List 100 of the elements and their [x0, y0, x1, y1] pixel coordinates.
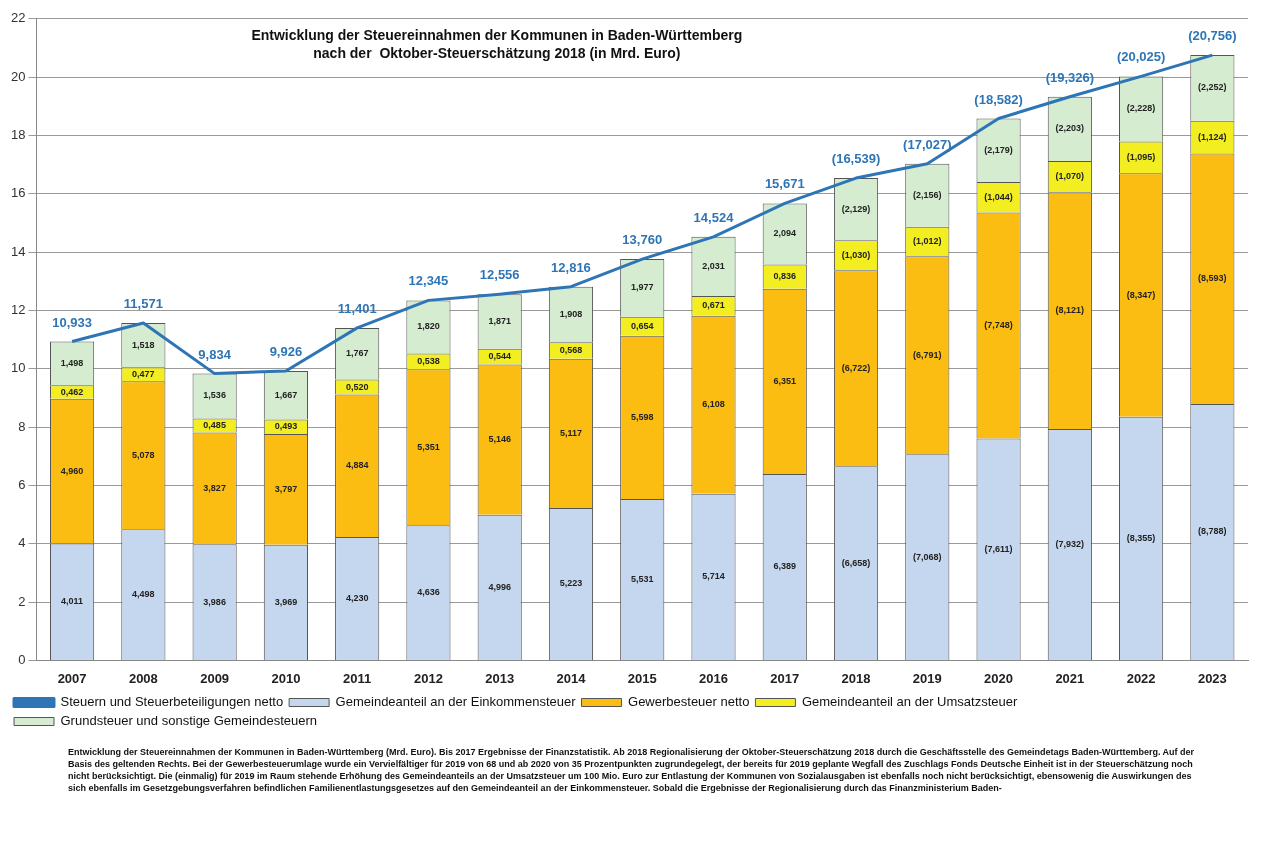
y-tick-label: 4 [18, 535, 26, 551]
data-label: 0,477 [132, 368, 155, 379]
y-tick-label: 6 [18, 477, 26, 492]
x-tick-label: 2019 [912, 670, 942, 686]
data-label: 0,538 [417, 355, 440, 366]
data-label: 11,571 [123, 296, 163, 312]
data-label: (8,121) [1055, 305, 1085, 316]
data-label: 12,556 [479, 267, 520, 283]
data-label: (1,095) [1126, 151, 1156, 162]
x-tick-label: 2012 [413, 670, 443, 686]
data-label: 1,820 [417, 321, 440, 332]
data-label: 0,544 [488, 351, 511, 362]
data-label: 5,078 [132, 449, 155, 460]
x-tick-label: 2021 [1055, 670, 1085, 686]
data-label: (1,030) [841, 249, 871, 260]
data-label: 14,524 [693, 209, 735, 225]
x-tick-label: 2022 [1126, 670, 1156, 686]
data-label: 6,351 [773, 375, 797, 386]
x-tick-label: 2020 [984, 670, 1014, 686]
data-label: 4,960 [60, 465, 84, 476]
x-tick-label: 2010 [271, 670, 301, 686]
data-label: (2,203) [1055, 123, 1085, 134]
y-tick-label: 16 [10, 185, 26, 201]
data-label: 1,871 [488, 315, 511, 326]
data-label: 5,117 [559, 427, 582, 438]
x-tick-label: 2009 [200, 670, 230, 686]
data-label: 0,568 [559, 345, 583, 356]
x-tick-label: 2007 [57, 670, 87, 686]
data-label: 6,389 [773, 561, 797, 572]
data-label: (8,593) [1198, 273, 1227, 284]
data-label: 12,816 [551, 259, 591, 275]
legend-label: Gemeindeanteil an der Umsatzsteuer [801, 694, 1018, 710]
data-label: (2,179) [984, 144, 1013, 155]
data-label: 0,520 [345, 381, 369, 392]
data-label: 2,094 [773, 228, 797, 239]
data-label: 3,827 [203, 482, 226, 493]
data-label: 1,908 [559, 308, 583, 319]
data-label: 4,011 [61, 596, 84, 607]
legend-label: Gewerbesteuer netto [628, 694, 750, 710]
data-label: 3,797 [274, 483, 298, 494]
data-label: (18,582) [974, 91, 1023, 107]
data-label: (17,027) [903, 136, 952, 152]
data-label: (20,756) [1188, 28, 1237, 44]
x-tick-label: 2018 [841, 670, 871, 686]
data-label: (1,070) [1055, 171, 1085, 182]
data-label: (6,791) [913, 349, 942, 360]
data-label: 1,667 [274, 389, 298, 400]
data-label: 3,986 [203, 596, 226, 607]
text: Entwicklung der Steuereinnahmen der Kommunen in Baden-Württemberg (Mrd. Euro). Bis 2017 Ergebnisse der Finanzstatistik. Ab 2018 Regionalisierung der Oktober-Steuerschätzung 2018 durch die Geschäftsstelle des Gemeindetags Baden-Württemberg. Auf der Basis des geltenden Rechts. Bei der Gewerbesteuerumlage wurde ein Vervielfältiger für 2019 von 68 und ab 2020 von 35 Prozentpunkten zugrundegelegt, der bereits für 2019 geplante Wegfall des Zuschlags Fonds Deutsche Einheit ist in der Steuerschätzung noch nicht berücksichtigt. Die (einmalig) für 2019 im Raum stehende Erhöhung des Gemeindeanteils an der Umsatzsteuer um 100 Mio. Euro zur Entlastung der Kommunen von Sozialausgaben ist ebenfalls noch nicht berücksichtigt, ebensowenig die Auswirkungen des sich ebenfalls im Gesetzgebungsverfahren befindlichen Familienentlastungsgesetzes auf den Gemeindeanteil an der Einkommensteuer. Sobald die Ergebnisse der Regionalisierung durch das Finanzministerium Baden- [68, 746, 1196, 794]
data-label: 0,654 [630, 320, 654, 331]
data-label: 2,031 [702, 260, 725, 271]
data-label: 0,462 [60, 386, 84, 397]
data-label: 0,671 [702, 300, 725, 311]
data-label: (8,347) [1126, 289, 1156, 300]
data-label: (2,252) [1198, 82, 1227, 93]
x-tick-label: 2011 [343, 670, 372, 686]
data-label: 4,884 [345, 460, 369, 471]
y-tick-label: 12 [10, 302, 26, 318]
data-label: 5,531 [630, 573, 654, 584]
data-label: 1,536 [203, 390, 226, 401]
data-label: (1,124) [1198, 131, 1227, 142]
data-label: 4,996 [488, 581, 511, 592]
y-tick-label: 22 [10, 10, 26, 26]
x-tick-label: 2023 [1197, 670, 1227, 686]
x-tick-label: 2016 [699, 670, 728, 686]
x-tick-label: 2017 [770, 670, 800, 686]
data-label: 9,926 [269, 344, 303, 359]
data-label: 1,518 [132, 339, 155, 350]
data-label: 15,671 [764, 176, 805, 192]
data-label: 0,493 [274, 421, 298, 432]
data-label: (2,129) [841, 203, 871, 214]
data-label: (8,788) [1198, 526, 1227, 537]
data-label: (7,068) [913, 551, 942, 562]
data-label: 12,345 [408, 273, 449, 289]
data-label: 1,767 [345, 348, 369, 359]
data-label: (8,355) [1126, 532, 1156, 543]
data-label: (6,722) [841, 362, 871, 373]
y-tick-label: 14 [10, 243, 26, 259]
data-label: 11,401 [337, 300, 377, 316]
y-tick-label: 0 [18, 651, 26, 667]
data-label: 5,351 [417, 441, 440, 452]
data-label: 4,636 [417, 587, 440, 598]
data-label: 10,933 [52, 314, 92, 330]
data-label: 5,146 [488, 434, 511, 445]
data-label: 4,230 [345, 592, 369, 603]
y-tick-label: 8 [18, 418, 26, 434]
data-label: (20,025) [1116, 49, 1166, 65]
data-label: 13,760 [622, 232, 663, 248]
data-label: (7,748) [984, 319, 1013, 330]
data-label: (1,012) [913, 235, 942, 246]
y-tick-label: 20 [10, 68, 26, 84]
data-label: 4,498 [132, 589, 155, 600]
x-tick-label: 2014 [556, 670, 587, 686]
data-label: 0,485 [203, 419, 226, 430]
data-label: (7,932) [1055, 538, 1085, 549]
legend-label: Steuern und Steuerbeteiligungen netto [60, 694, 284, 710]
data-label: (2,156) [913, 189, 942, 200]
data-label: (1,044) [984, 191, 1013, 202]
data-label: 9,834 [198, 346, 232, 362]
data-label: 5,598 [630, 411, 654, 422]
